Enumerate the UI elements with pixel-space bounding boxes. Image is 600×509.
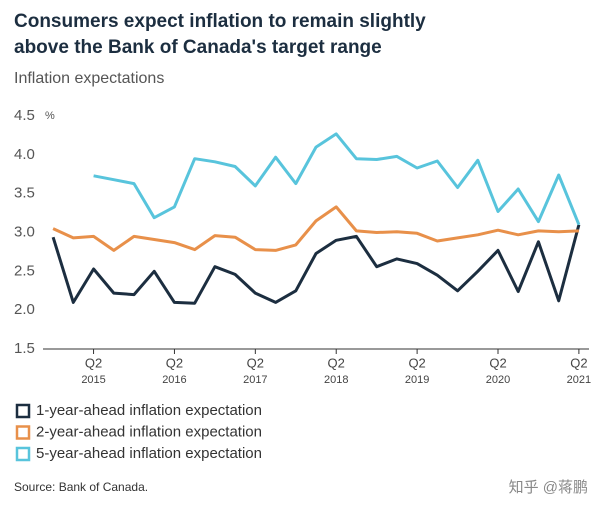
x-tick-label: Q2	[166, 355, 183, 370]
y-tick-label: 4.5	[14, 107, 35, 124]
y-tick-label: 1.5	[14, 340, 35, 357]
legend-swatch	[15, 446, 31, 462]
line-series	[52, 205, 579, 252]
x-tick-label: Q2	[408, 355, 425, 370]
line-series	[51, 224, 581, 305]
x-tick-label: 2018	[324, 374, 348, 386]
x-tick-label: 2017	[243, 374, 267, 386]
legend-label: 5-year-ahead inflation expectation	[36, 445, 262, 462]
x-tick-label: Q2	[247, 355, 264, 370]
y-tick-label: 3.5	[14, 185, 35, 202]
legend-swatch	[15, 425, 31, 440]
x-tick-label: Q2	[328, 355, 345, 370]
line-series	[93, 132, 581, 226]
legend-swatch	[15, 403, 31, 419]
y-tick-label: 2.5	[14, 262, 35, 279]
source: Source: Bank of Canada.	[14, 480, 148, 494]
watermark: 知乎 @蒋鹏	[509, 479, 588, 496]
legend-label: 2-year-ahead inflation expectation	[36, 423, 262, 440]
x-tick-label: 2021	[567, 374, 591, 386]
x-tick-label: 2019	[405, 374, 429, 386]
y-tick-label: 2.0	[14, 301, 35, 318]
y-tick-label: 3.0	[14, 223, 35, 240]
x-tick-label: Q2	[85, 355, 102, 370]
chart-title: Consumers expect inflation to remain sli…	[14, 11, 426, 32]
chart-subtitle: Inflation expectations	[14, 70, 164, 87]
x-tick-label: 2016	[162, 374, 186, 386]
chart-title: above the Bank of Canada's target range	[14, 37, 382, 58]
x-tick-label: 2020	[486, 374, 510, 386]
x-tick-label: Q2	[570, 355, 587, 370]
legend-label: 1-year-ahead inflation expectation	[36, 402, 262, 419]
y-tick-label: 4.0	[14, 146, 35, 163]
y-unit: %	[45, 110, 55, 122]
x-tick-label: Q2	[489, 355, 506, 370]
x-tick-label: 2015	[81, 374, 105, 386]
